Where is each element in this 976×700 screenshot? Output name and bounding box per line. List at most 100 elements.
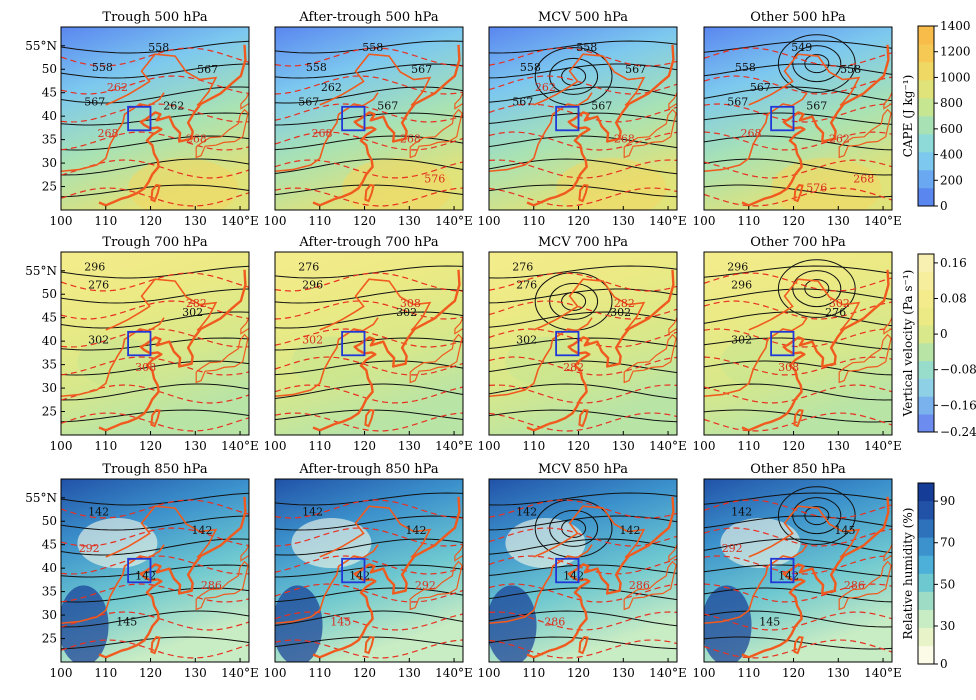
temperature-contour [61,103,249,123]
lon-tick-label: 110 [737,214,760,228]
contour-label: 286 [844,579,865,592]
temperature-contour [704,47,892,67]
contour-label: 302 [516,334,537,347]
temperature-contour [704,499,892,519]
temperature-contour [61,356,249,376]
contour-label: 567 [625,63,646,76]
korea-outline [816,112,838,143]
colorbar-tick-label: 0 [940,199,948,213]
contour-label: 296 [302,279,323,292]
contour-label: 145 [835,524,856,537]
colorbar-tick-label: 1000 [940,70,971,84]
contour-label: 262 [829,132,850,145]
colorbar-frame [917,482,935,665]
japan-outline [623,333,677,384]
contour-label: 276 [516,279,537,292]
colorbar-segment [918,360,934,379]
panel-title: Trough 500 hPa [102,10,207,25]
colorbar-segment [918,414,934,433]
lon-tick-label: 110 [522,439,545,453]
height-contour [61,538,249,556]
lat-tick-label: 55°N [25,39,57,53]
lon-tick-label: 140°E [864,214,902,228]
lon-tick-label: 100 [264,214,287,228]
taiwan-outline [578,184,589,203]
coastline [312,44,461,207]
lon-tick-label: 100 [478,439,501,453]
temperature-contour [489,159,677,179]
lon-tick-label: 140°E [435,439,473,453]
dry-region [720,518,801,569]
korea-outline [816,564,838,595]
temperature-contour [489,187,677,207]
lon-tick-label: 110 [94,214,117,228]
japan-outline [623,108,677,159]
colorbar-tick-label: −0.16 [940,398,976,412]
closed-low-contour [792,497,842,535]
lon-tick-label: 140°E [649,439,687,453]
contour-label: 558 [840,63,861,76]
temperature-contour [704,356,892,376]
river-line [275,92,379,173]
height-contour [61,158,249,176]
contour-label: 567 [411,63,432,76]
temperature-contour [61,639,249,659]
colorbar-segment [918,289,934,308]
colorbar-segment [918,325,934,344]
map-panel: 142 142 142 145 286 292 Trough 850 hPa 100 110 12… [25,462,259,680]
colorbar-segment [918,343,934,362]
taiwan-outline [578,409,589,428]
colorbar-segment [918,62,934,81]
lon-tick-label: 140°E [221,666,259,680]
height-contour [275,492,463,506]
taiwan-outline [793,636,804,655]
contour-label: 302 [731,334,752,347]
temperature-contour [489,328,677,348]
lon-tick-label: 130 [612,439,635,453]
japan-outline [838,333,892,384]
contour-label: 142 [778,570,799,583]
lon-tick-label: 130 [398,214,421,228]
humidity-maximum [61,585,109,662]
lon-tick-label: 130 [612,666,635,680]
lat-tick-label: 50 [42,514,57,528]
coastline [526,496,675,659]
korea-outline [601,112,623,143]
hokkaido-outline [883,91,892,110]
hokkaido-outline [454,543,463,562]
panel-frame [703,478,893,663]
contour-label: 302 [302,334,323,347]
panel-title: Trough 850 hPa [102,462,207,477]
lon-tick-label: 130 [827,439,850,453]
lon-tick-label: 120 [353,666,376,680]
temperature-contour [489,75,677,95]
closed-low-contour [561,291,587,311]
closed-low-contour [792,270,842,308]
border-line [533,505,646,558]
river-line [489,544,593,625]
height-contour [489,86,677,103]
contour-label: 567 [377,99,398,112]
temperature-contour [275,639,463,659]
contour-label: 145 [759,615,780,628]
coastline [741,44,890,207]
study-region-box [770,105,795,132]
height-contour [489,492,677,506]
contour-label: 302 [88,334,109,347]
colorbar-segment [918,591,934,610]
contour-label: 558 [362,41,383,54]
colorbar-tick-label: 50 [940,577,955,591]
map-panel: 142 142 142 286 286 MCV 850 hPa 100 110 120 130 14… [478,462,687,680]
closed-low-contour [534,272,613,331]
colorbar-segment [918,26,934,45]
contour-label: 296 [727,260,748,273]
border-line [748,278,861,331]
contour-label: 142 [88,506,109,519]
contour-label: 282 [563,361,584,374]
japan-outline [409,333,463,384]
korea-outline [173,564,195,595]
contour-label: 567 [298,96,319,109]
colorbar: 1400 1200 1000 800 600 400 200 0 CAPE (J kg⁻¹) [901,19,971,213]
hokkaido-outline [668,91,677,110]
